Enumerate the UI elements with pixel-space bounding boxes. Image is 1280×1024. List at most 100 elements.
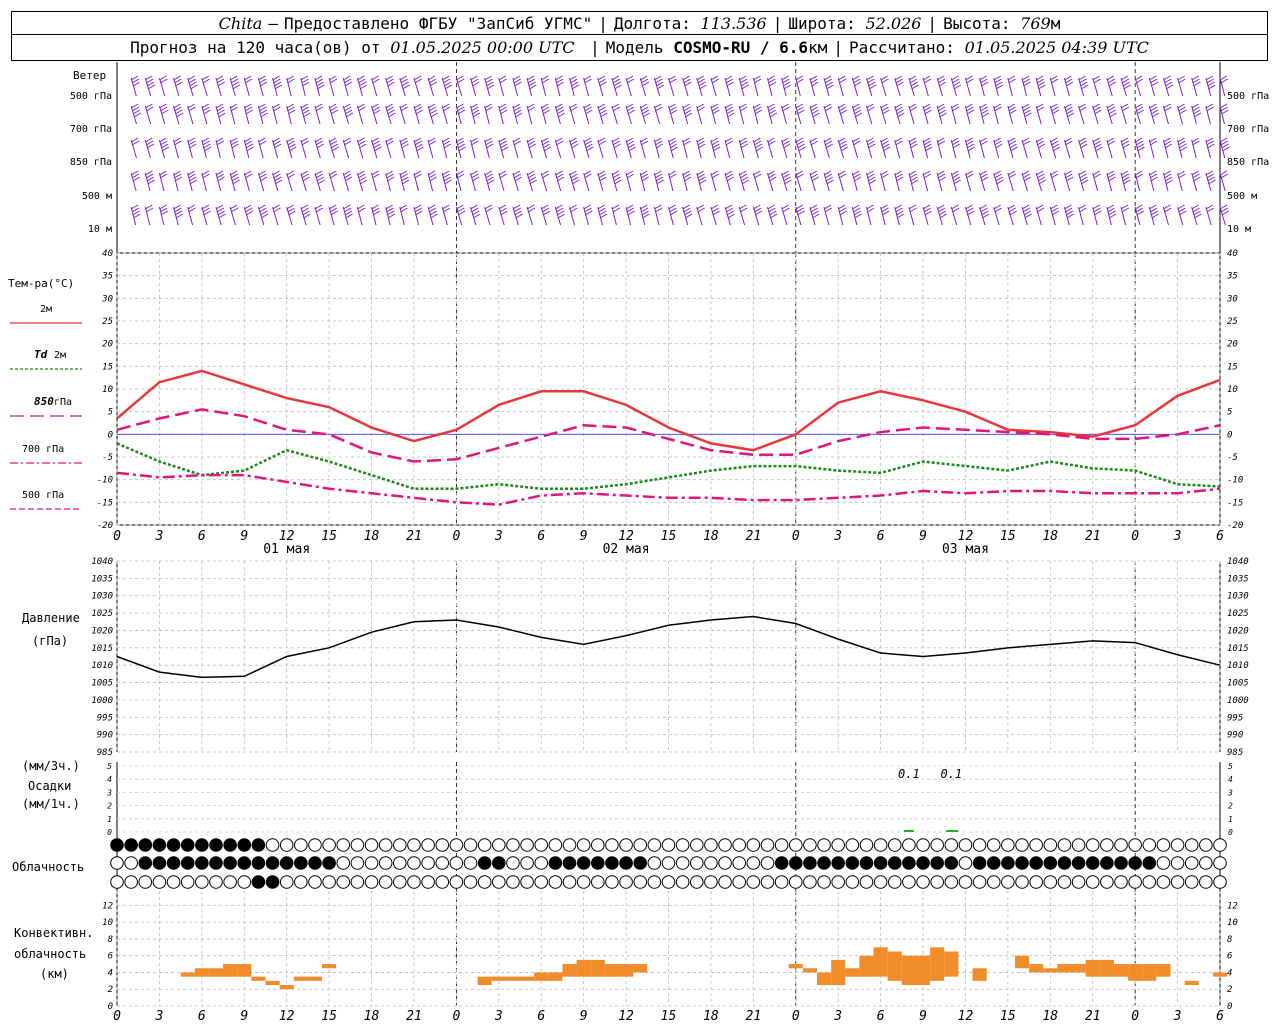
cloud-circle — [180, 838, 195, 852]
wind-barb-flag — [145, 204, 153, 210]
header-row-1: Chita – Предоставлено ФГБУ "ЗапСиб УГМС"… — [11, 11, 1268, 35]
wind-barb-flag — [202, 78, 210, 84]
wind-barb-flag — [837, 75, 846, 81]
wind-barb-flag — [399, 204, 408, 210]
wind-barb-flag — [613, 143, 621, 149]
wind-barb-flag — [541, 140, 550, 146]
wind-barb-flag — [526, 103, 535, 109]
wind-barb-flag — [1050, 137, 1058, 143]
conv-cloud-bar — [237, 964, 252, 977]
wind-barb-flag — [980, 207, 988, 213]
wind-barb-flag — [329, 173, 338, 179]
wind-barb-flag — [936, 204, 945, 210]
conv-tick-left: 0 — [108, 1002, 113, 1012]
wind-barb-staff — [611, 206, 617, 226]
hour-tick-label: 12 — [279, 529, 295, 544]
wind-barb-flag — [1193, 81, 1201, 87]
temp-series-line — [116, 442, 1221, 490]
cloud-circle — [506, 838, 520, 852]
wind-barb-flag — [344, 176, 353, 182]
wind-barb-staff — [611, 139, 618, 159]
wind-barb-flag — [697, 207, 705, 213]
cloud-circle — [237, 856, 252, 870]
cloud-circle — [803, 856, 817, 870]
wind-barb-flag — [328, 103, 337, 109]
wind-barb-flag — [640, 106, 649, 112]
forecast-label: Прогноз на 120 часа(ов) от — [130, 38, 381, 57]
wind-barb-flag — [1021, 170, 1030, 176]
wind-barb-flag — [145, 170, 153, 176]
wind-barb-staff — [1191, 105, 1197, 125]
wind-barb-staff — [484, 139, 490, 159]
wind-barb-flag — [897, 112, 905, 118]
wind-barb-flag — [1150, 176, 1159, 182]
wind-barb-flag — [711, 78, 720, 84]
wind-barb-flag — [1193, 210, 1201, 216]
wind-barb-flag — [951, 170, 959, 176]
wind-barb-flag — [315, 78, 323, 84]
wind-barb-staff — [215, 77, 222, 97]
wind-barb-staff — [880, 139, 887, 159]
wind-barb-staff — [964, 139, 971, 159]
wind-barb-flag — [1120, 170, 1129, 176]
wind-barb-staff — [1106, 77, 1113, 97]
wind-barb-flag — [486, 81, 494, 87]
wind-barb-flag — [1164, 78, 1172, 84]
wind-barb-flag — [868, 179, 877, 185]
wind-barb-staff — [540, 172, 548, 192]
wind-barb-flag — [837, 204, 846, 210]
wind-barb-flag — [1080, 84, 1089, 90]
wind-barb-staff — [229, 105, 236, 125]
wind-level-label: 500 гПа — [70, 91, 112, 102]
pres-tick-right: 1015 — [1227, 644, 1249, 654]
wind-barb-staff — [257, 172, 265, 192]
cloud-circle — [110, 838, 124, 852]
wind-barb-flag — [697, 106, 705, 112]
wind-barb-flag — [160, 143, 169, 149]
wind-barb-staff — [130, 105, 137, 125]
wind-barb-flag — [485, 143, 494, 149]
wind-barb-flag — [543, 146, 552, 152]
cloud-circle — [520, 875, 534, 889]
conv-cloud-bar — [1057, 964, 1072, 973]
wind-barb-flag — [853, 210, 862, 216]
wind-barb-staff — [1078, 172, 1085, 192]
wind-barb-flag — [201, 75, 210, 81]
cloud-circle — [576, 856, 591, 870]
wind-barb-staff — [1134, 172, 1141, 192]
wind-barb-flag — [444, 179, 452, 185]
wind-barb-staff — [215, 139, 221, 159]
wind-barb-flag — [725, 173, 734, 179]
wind-barb-flag — [343, 103, 351, 109]
cloud-circle — [704, 838, 718, 852]
precip-tick-left: 2 — [107, 802, 112, 811]
cloud-circle — [110, 856, 124, 870]
temp-tick-left: -5 — [102, 453, 113, 463]
wind-barb-flag — [725, 78, 734, 84]
cloud-title: Облачность — [12, 860, 84, 874]
alt-unit: м — [1050, 13, 1061, 33]
wind-barb-flag — [1024, 213, 1032, 219]
wind-barb-staff — [894, 77, 901, 97]
wind-barb-flag — [245, 109, 254, 115]
wind-barb-flag — [330, 109, 339, 115]
wind-barb-flag — [1065, 81, 1074, 87]
wind-barb-flag — [810, 173, 819, 179]
wind-barb-flag — [456, 75, 464, 81]
wind-barb-staff — [767, 139, 774, 159]
wind-barb-flag — [684, 112, 693, 118]
wind-barb-flag — [316, 176, 325, 182]
cloud-circle — [1128, 875, 1142, 889]
cloud-circle — [774, 838, 789, 852]
cloud-circle — [477, 838, 492, 852]
wind-barb-staff — [625, 206, 632, 226]
wind-barb-staff — [696, 172, 702, 192]
wind-barb-staff — [837, 206, 844, 226]
wind-barb-flag — [1120, 204, 1129, 210]
wind-barb-staff — [1134, 77, 1142, 97]
wind-barb-flag — [540, 103, 549, 109]
wind-barb-flag — [684, 213, 693, 219]
wind-barb-flag — [132, 176, 141, 182]
wind-barb-staff — [1148, 105, 1155, 125]
wind-barb-flag — [443, 143, 452, 149]
